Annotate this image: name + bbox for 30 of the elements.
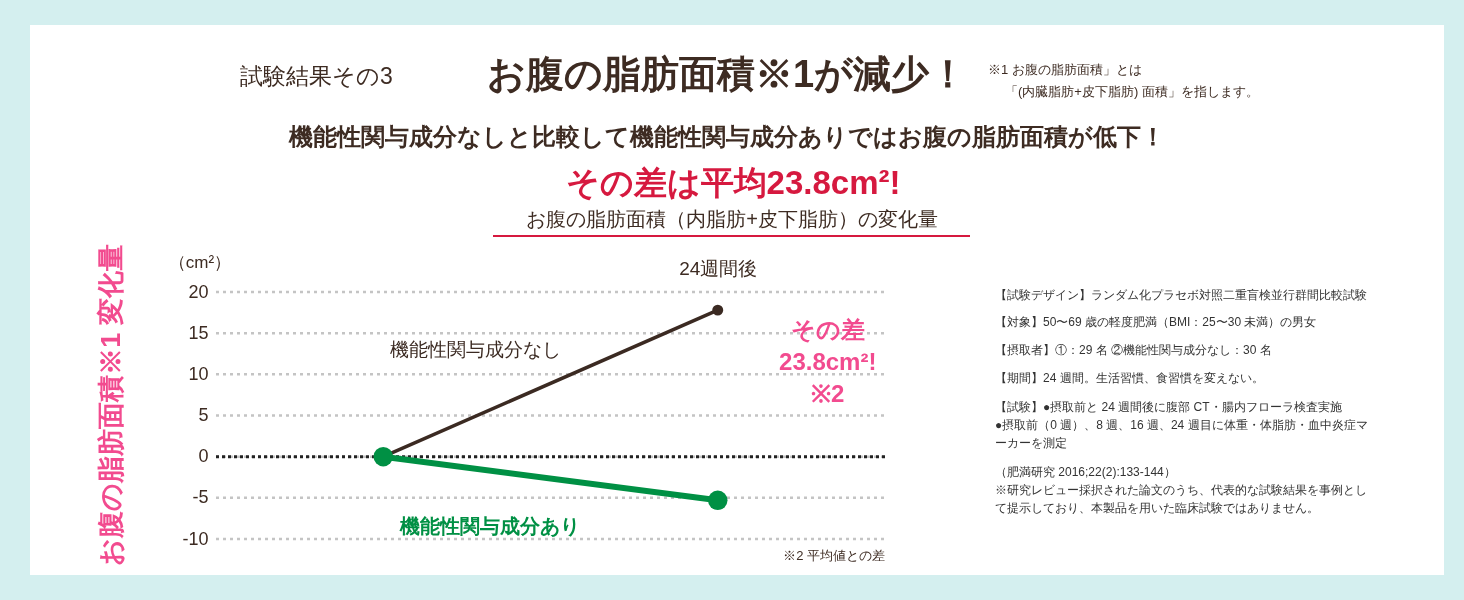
y-tick-label: 10 xyxy=(188,363,209,384)
point xyxy=(373,446,393,467)
text: 【期間】24 週間。生活習慣、食習慣を変えない。 xyxy=(995,371,1264,385)
y-tick-label: -5 xyxy=(192,487,209,508)
text: ※1 お腹の脂肪面積」とは xyxy=(988,62,1142,77)
y-tick-label: 15 xyxy=(188,322,209,343)
text: 試験結果その3 xyxy=(240,63,393,89)
x-tick-label: 24週間後 xyxy=(679,257,758,279)
text: （cm²） xyxy=(168,253,232,272)
chart-title: お腹の脂肪面積※1が減少！ xyxy=(487,53,968,95)
chart-subtitle: 機能性関与成分なしと比較して機能性関与成分ありではお腹の脂肪面積が低下！ xyxy=(288,123,1165,150)
y-tick-label: 5 xyxy=(198,405,209,425)
series-label: 機能性関与成分あり xyxy=(399,515,580,537)
text: お腹の脂肪面積（内脂肪+皮下脂肪）の変化量 xyxy=(526,208,938,230)
text: 【試験デザイン】ランダム化プラセボ対照二重盲検並行群間比較試験 xyxy=(995,288,1367,302)
text: 【摂取者】①：29 名 ②機能性関与成分なし：30 名 xyxy=(995,343,1272,357)
y-tick-label: -10 xyxy=(182,528,209,549)
text: ※2 平均値との差 xyxy=(783,548,885,563)
y-tick-label: 0 xyxy=(198,446,209,467)
text: 【対象】50〜69 歳の軽度肥満（BMI：25〜30 未満）の男女 xyxy=(995,315,1317,329)
text: 「(内臓脂肪+皮下脂肪) 面積」を指します。 xyxy=(1005,84,1259,99)
text: 【試験】●摂取前と 24 週間後に腹部 CT・腸内フローラ検査実施 ●摂取前（0 週）、8 週、16 週、24 週目に体重・体脂肪・血中炎症マーカーを測定 xyxy=(995,400,1368,450)
point xyxy=(712,304,724,316)
text: （肥満研究 2016;22(2):133-144） ※研究レビュー採択された論文のうち、代表的な試験結果を事例として提示しており、本製品を用いた臨床試験ではありません。 xyxy=(995,465,1367,515)
text: その差は平均23.8cm²! xyxy=(565,164,901,201)
annotation: その差 23.8cm²! ※2 xyxy=(779,316,877,407)
y-axis-title: お腹の脂肪面積※1 変化量 xyxy=(96,244,126,566)
series-label: 機能性関与成分なし xyxy=(390,339,561,360)
point xyxy=(708,490,728,511)
y-tick-label: 20 xyxy=(188,281,209,302)
